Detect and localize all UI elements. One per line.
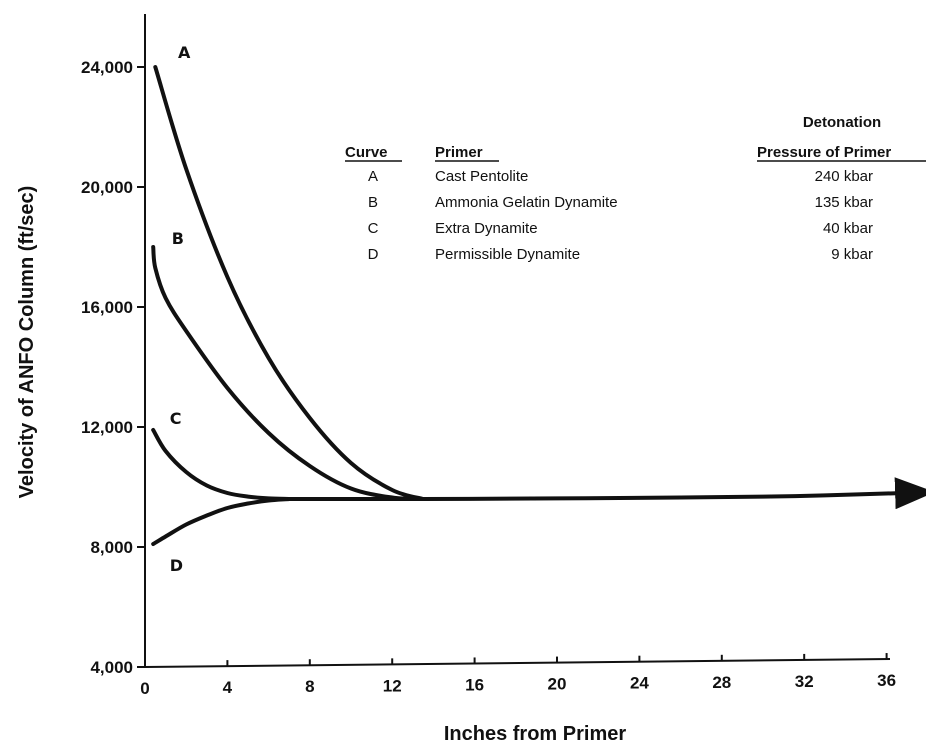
legend-header-primer: Primer — [435, 144, 483, 161]
legend-row-pressure: 240 kbar — [815, 168, 873, 185]
legend-row-pressure: 135 kbar — [815, 194, 873, 211]
curve-d-label: D — [170, 556, 183, 575]
curve-labels: A B C D — [170, 43, 191, 575]
x-tick-label: 12 — [383, 676, 402, 695]
x-axis-line — [144, 658, 891, 668]
y-tick-label: 12,000 — [81, 418, 133, 437]
x-axis-title: Inches from Primer — [444, 723, 627, 742]
curve-c-line — [151, 428, 292, 501]
legend-row-primer: Permissible Dynamite — [435, 246, 580, 263]
legend-row-pressure: 40 kbar — [823, 220, 873, 237]
curve-c-label: C — [170, 409, 182, 428]
legend-row-curve: D — [368, 246, 379, 263]
series-layer — [151, 65, 926, 546]
curve-a-line — [153, 65, 426, 501]
legend-row-curve: C — [368, 220, 379, 237]
y-tick-label: 24,000 — [81, 58, 133, 77]
curve-b-line — [151, 245, 426, 501]
curve-b-label: B — [172, 229, 184, 248]
curve-d-line — [151, 497, 292, 546]
legend-row-pressure: 9 kbar — [831, 246, 873, 263]
legend-row-primer: Ammonia Gelatin Dynamite — [435, 194, 618, 211]
x-tick-label: 20 — [548, 675, 567, 694]
curve-common-line — [287, 477, 926, 510]
x-tick-label: 4 — [223, 678, 233, 697]
x-tick-label: 24 — [630, 674, 649, 693]
legend-header-curve: Curve — [345, 144, 388, 161]
y-tick-label: 20,000 — [81, 178, 133, 197]
legend-table: Curve Primer Detonation Pressure of Prim… — [345, 114, 926, 263]
curve-a-label: A — [178, 43, 191, 62]
y-axis-title: Velocity of ANFO Column (ft/sec) — [16, 186, 38, 499]
x-tick-label: 16 — [465, 675, 484, 694]
x-tick-label: 28 — [712, 673, 731, 692]
x-tick-label: 8 — [305, 677, 314, 696]
legend-header-pressure-line1: Detonation — [803, 114, 881, 131]
y-tick-label: 8,000 — [90, 538, 133, 557]
legend-header-pressure-line2: Pressure of Primer — [757, 144, 891, 161]
legend-row-curve: A — [368, 168, 378, 185]
x-tick-label: 0 — [140, 679, 149, 698]
y-tick-label: 16,000 — [81, 298, 133, 317]
y-tick-label: 4,000 — [90, 658, 133, 677]
legend-row-primer: Cast Pentolite — [435, 168, 528, 185]
legend-row-curve: B — [368, 194, 378, 211]
y-ticks: 4,000 8,000 12,000 16,000 20,000 24,000 — [81, 58, 145, 677]
x-tick-label: 32 — [795, 672, 814, 691]
x-ticks: 0 4 8 12 16 20 24 28 32 36 — [140, 653, 896, 698]
x-tick-label: 36 — [877, 671, 896, 690]
axes — [144, 14, 891, 668]
legend-row-primer: Extra Dynamite — [435, 220, 538, 237]
